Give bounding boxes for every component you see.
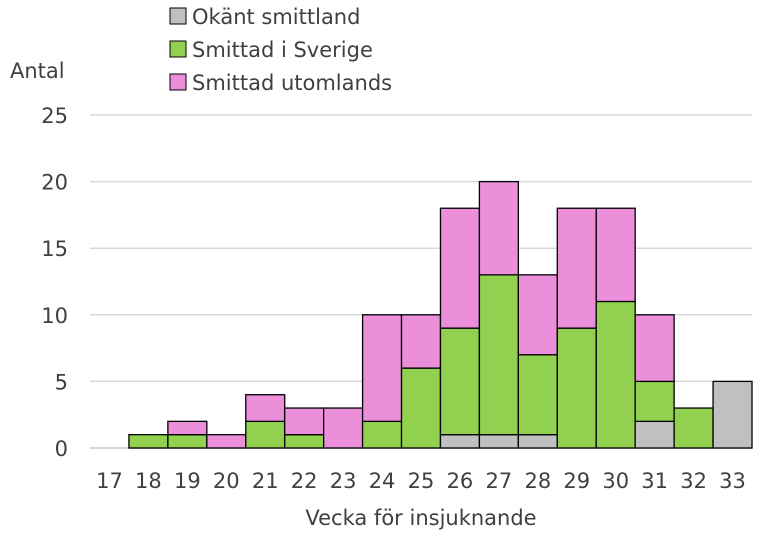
x-axis-label: Vecka för insjuknande <box>305 506 536 530</box>
bar-segment <box>556 327 597 449</box>
bar-segment <box>712 380 753 449</box>
legend: Okänt smittland Smittad i Sverige Smittad … <box>169 5 392 95</box>
legend-label: Okänt smittland <box>192 5 360 29</box>
x-tick-label: 18 <box>135 469 162 493</box>
x-tick-labels: 17 18 19 20 21 22 23 24 25 26 27 28 29 30 31 32 33 <box>96 469 746 493</box>
legend-label: Smittad utomlands <box>192 71 392 95</box>
y-axis-label: Antal <box>10 59 65 83</box>
bar-segment <box>517 354 558 436</box>
bar-segment <box>517 274 558 356</box>
bar-segment <box>400 367 442 449</box>
x-tick-label: 32 <box>680 469 707 493</box>
x-tick-label: 26 <box>447 469 474 493</box>
x-tick-label: 30 <box>602 469 629 493</box>
bar-segment <box>439 207 481 329</box>
x-tick-label: 29 <box>563 469 590 493</box>
bar-segment <box>361 314 403 423</box>
bar-segment <box>400 314 442 369</box>
x-tick-label: 23 <box>330 469 357 493</box>
x-tick-label: 25 <box>408 469 435 493</box>
legend-swatch <box>169 40 187 58</box>
y-tick-label: 5 <box>55 370 68 394</box>
x-tick-label: 28 <box>524 469 551 493</box>
bar-segment <box>634 380 675 423</box>
bar-segment <box>322 407 364 449</box>
x-tick-label: 22 <box>291 469 318 493</box>
bar-segment <box>128 434 169 449</box>
y-tick-label: 15 <box>41 237 68 261</box>
bar-segment <box>634 420 675 449</box>
legend-swatch <box>169 7 187 25</box>
bar-segment <box>284 407 325 436</box>
bar-segment <box>167 420 208 436</box>
x-tick-label: 21 <box>252 469 279 493</box>
x-tick-label: 31 <box>641 469 668 493</box>
bar-segment <box>245 420 286 449</box>
x-tick-label: 17 <box>96 469 123 493</box>
bars <box>128 180 753 449</box>
bar-segment <box>517 434 558 449</box>
x-tick-label: 27 <box>486 469 513 493</box>
bar-segment <box>284 434 325 449</box>
bar-segment <box>439 327 481 436</box>
legend-label: Smittad i Sverige <box>192 38 373 62</box>
bar-segment <box>556 207 597 329</box>
bar-segment <box>439 434 481 449</box>
x-tick-label: 24 <box>369 469 396 493</box>
bar-segment <box>673 407 714 449</box>
y-tick-label: 25 <box>41 104 68 128</box>
y-tick-label: 0 <box>55 437 68 461</box>
bar-segment <box>478 274 520 436</box>
legend-swatch <box>169 73 187 91</box>
bar-segment <box>595 300 636 449</box>
x-tick-label: 20 <box>213 469 240 493</box>
bar-segment <box>206 434 247 449</box>
y-tick-label: 10 <box>41 304 68 328</box>
bar-segment <box>361 420 403 449</box>
x-tick-label: 19 <box>174 469 201 493</box>
bar-segment <box>167 434 208 449</box>
bar-segment <box>634 314 675 383</box>
bar-segment <box>478 434 520 449</box>
bar-segment <box>595 207 636 303</box>
bar-segment <box>245 394 286 423</box>
x-tick-label: 33 <box>719 469 746 493</box>
y-tick-labels: 0 5 10 15 20 25 <box>41 104 68 461</box>
bar-segment <box>478 180 520 276</box>
y-tick-label: 20 <box>41 171 68 195</box>
